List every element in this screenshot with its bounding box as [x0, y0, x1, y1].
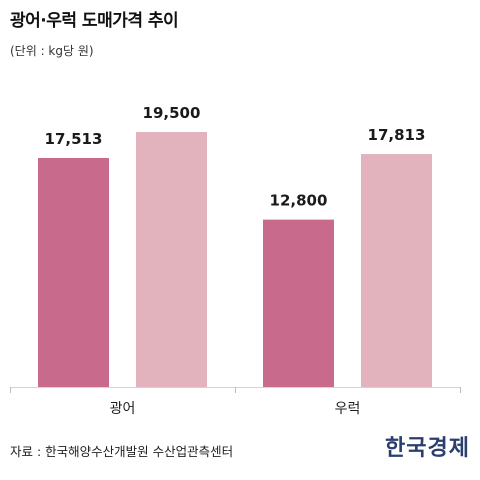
value-label-우럭-2: 17,813	[368, 126, 426, 144]
value-label-광어-2: 19,500	[143, 104, 201, 122]
bar-우럭-2	[361, 154, 432, 387]
category-label-광어: 광어	[110, 401, 136, 417]
bar-광어-2	[136, 132, 207, 387]
value-label-우럭-1: 12,800	[270, 192, 328, 210]
bar-광어-1	[38, 157, 109, 387]
publisher-logo: 한국경제	[385, 435, 470, 461]
unit-label: (단위 : kg당 원)	[10, 44, 94, 58]
source-note: 자료 : 한국해양수산개발원 수산업관측센터	[10, 444, 234, 459]
value-label-광어-1: 17,513	[45, 130, 103, 148]
bar-우럭-1	[263, 219, 334, 387]
category-label-우럭: 우럭	[335, 401, 361, 417]
chart-title: 광어·우럭 도매가격 추이	[10, 11, 179, 31]
